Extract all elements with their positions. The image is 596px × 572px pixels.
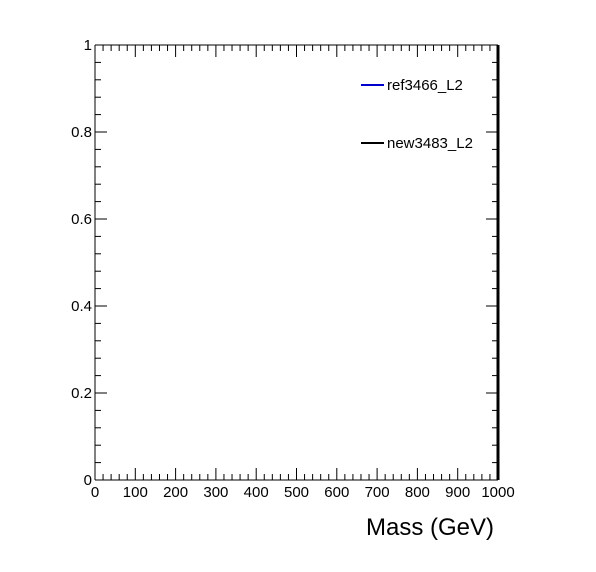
- x-tick-label: 0: [91, 484, 99, 501]
- legend-label: ref3466_L2: [387, 77, 463, 94]
- x-tick-label: 700: [365, 484, 390, 501]
- x-tick-label: 400: [244, 484, 269, 501]
- y-tick-label: 0.8: [71, 124, 92, 141]
- x-tick-label: 1000: [481, 484, 514, 501]
- y-tick-label: 0.6: [71, 211, 92, 228]
- x-tick-label: 800: [405, 484, 430, 501]
- y-tick-label: 1: [84, 37, 92, 54]
- legend-label: new3483_L2: [387, 135, 473, 152]
- y-tick-label: 0.4: [71, 298, 92, 315]
- x-tick-label: 500: [284, 484, 309, 501]
- y-tick-label: 0: [84, 472, 92, 489]
- x-tick-label: 600: [324, 484, 349, 501]
- x-tick-label: 100: [123, 484, 148, 501]
- legend: ref3466_L2 new3483_L2: [358, 64, 473, 168]
- x-tick-label: 200: [163, 484, 188, 501]
- x-tick-label: 300: [203, 484, 228, 501]
- axes: 0 100 200 300 400 500 600 700 800 900 1000 0 0.2 0.4 0…: [71, 37, 515, 501]
- legend-box: [358, 64, 472, 168]
- x-axis-label: Mass (GeV): [366, 514, 494, 541]
- y-tick-label: 0.2: [71, 385, 92, 402]
- x-tick-label: 900: [445, 484, 470, 501]
